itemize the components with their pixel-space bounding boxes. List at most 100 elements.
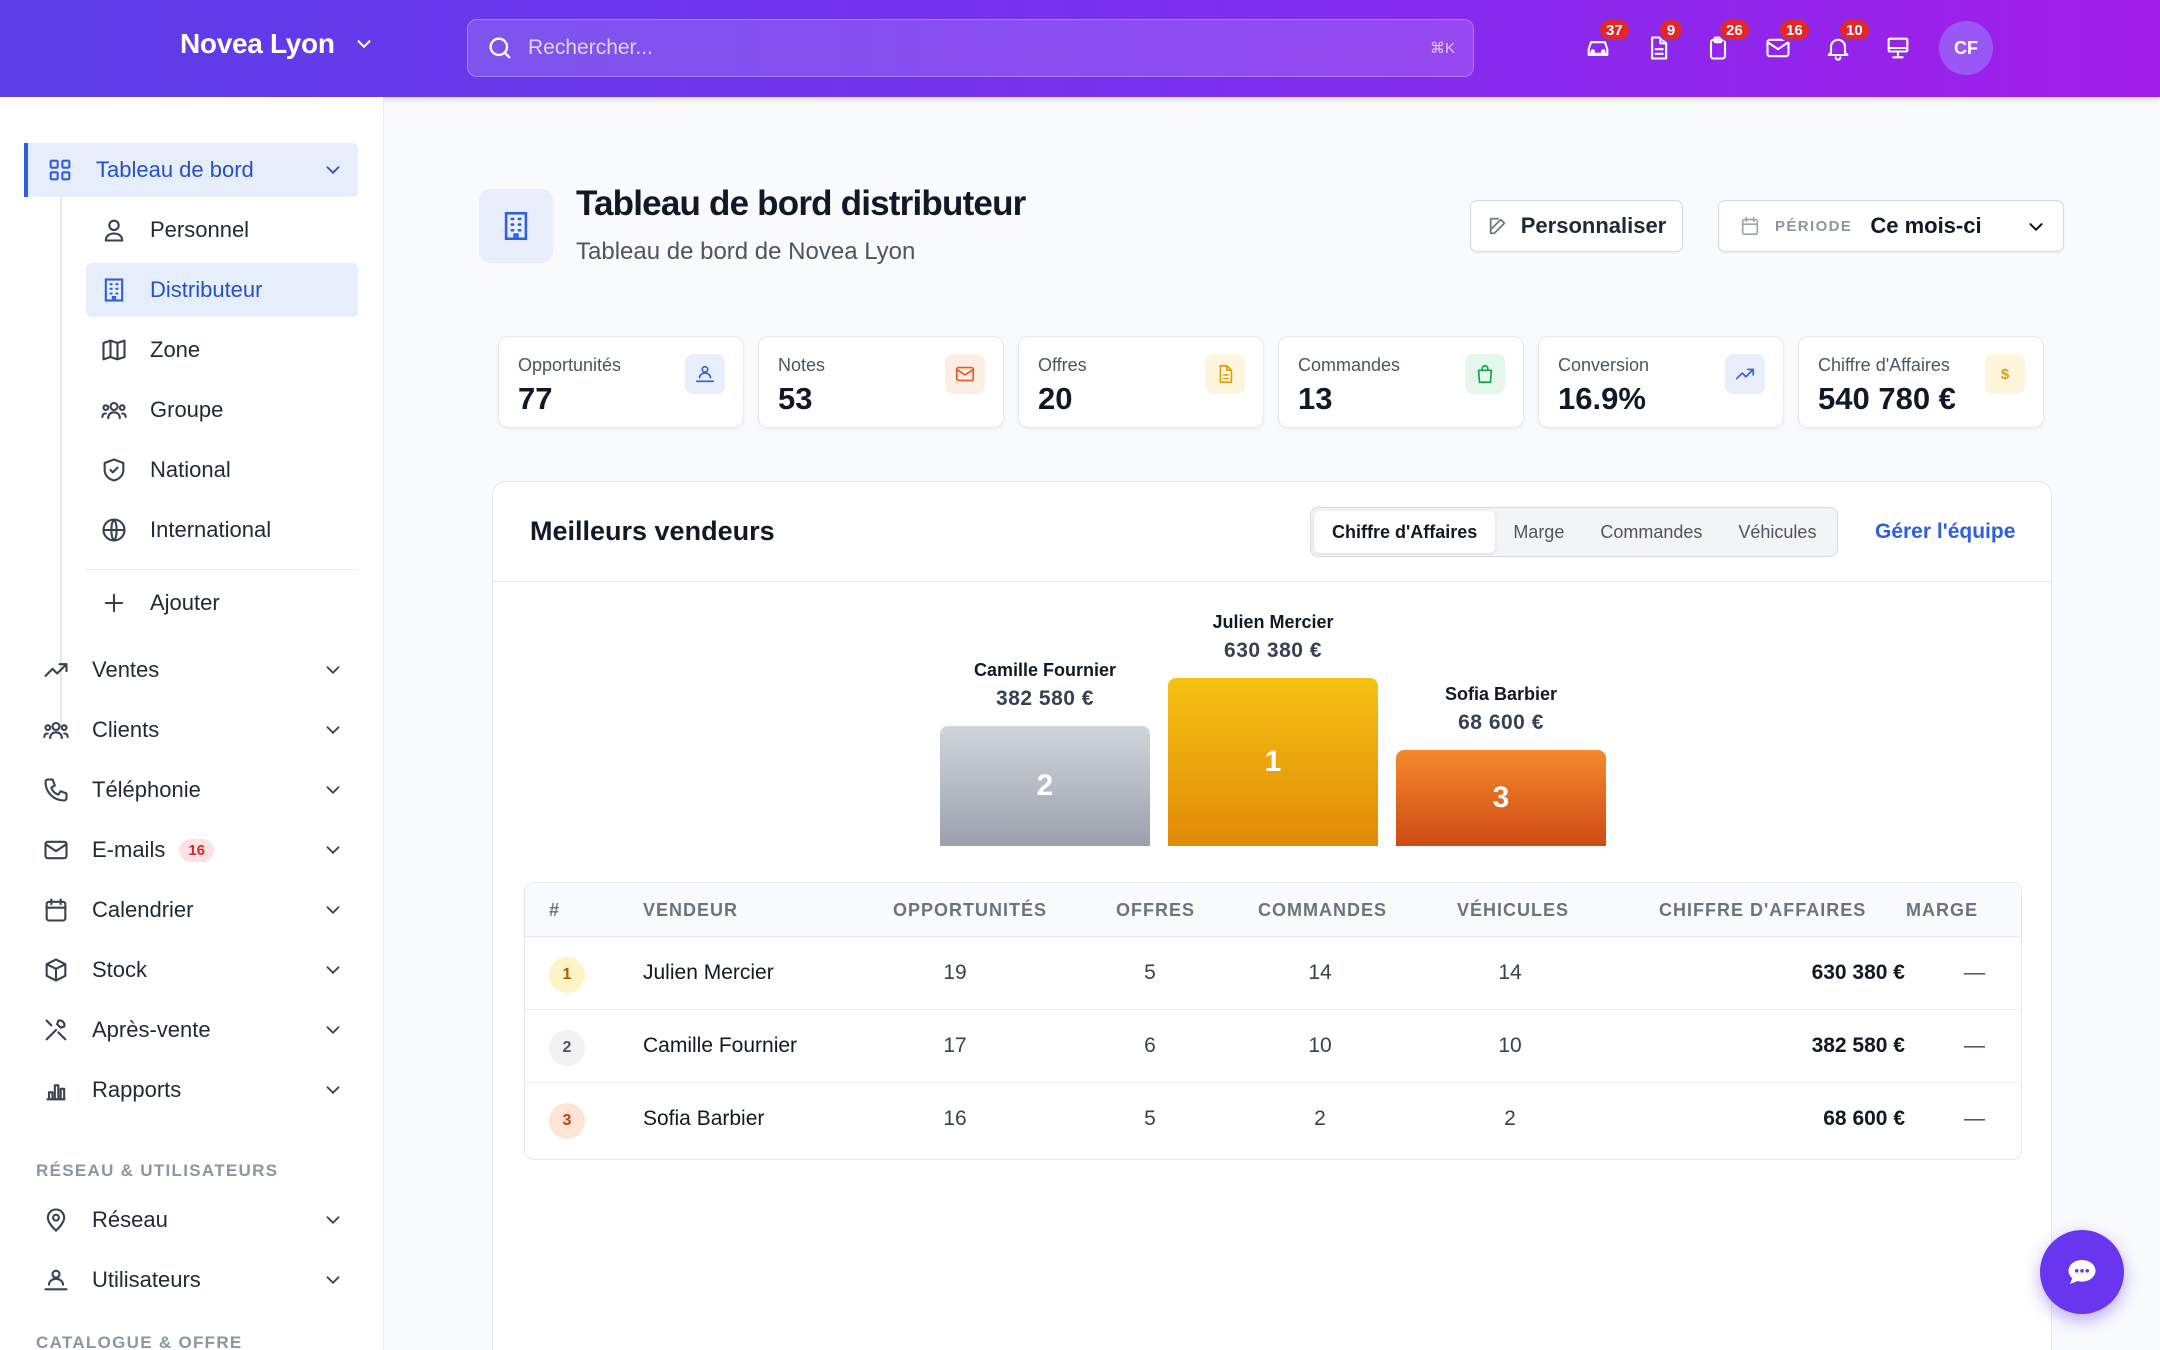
cell-revenue: 68 600 € <box>1823 1107 1905 1130</box>
sidebar-item-apres-vente[interactable]: Après-vente <box>24 1003 358 1057</box>
submenu-line <box>60 197 62 729</box>
table-row[interactable]: 2 Camille Fournier 17 6 10 10 382 580 € … <box>525 1010 2021 1083</box>
tab-revenue[interactable]: Chiffre d'Affaires <box>1314 511 1496 553</box>
sidebar-item-personnel[interactable]: Personnel <box>86 203 358 257</box>
leaderboard-title: Meilleurs vendeurs <box>530 516 775 546</box>
brand-switcher[interactable]: Novea Lyon <box>180 28 375 60</box>
col-seller: VENDEUR <box>643 900 739 920</box>
chat-button[interactable] <box>2040 1230 2124 1314</box>
sidebar-item-dashboard[interactable]: Tableau de bord <box>24 143 358 197</box>
sidebar-item-international[interactable]: International <box>86 503 358 557</box>
document-icon <box>1651 36 1668 60</box>
search-shortcut: ⌘K <box>1429 40 1455 57</box>
podium-name-2: Camille Fournier <box>973 660 1117 680</box>
rank-badge: 1 <box>549 957 585 993</box>
kpi-revenue[interactable]: Chiffre d'Affaires 540 780 € $ <box>1798 336 2044 428</box>
top-bar: Novea Lyon ⌘K 37 9 26 16 10 CF <box>0 0 2160 97</box>
leaderboard-card: Meilleurs vendeurs Chiffre d'Affaires Ma… <box>492 481 2053 1350</box>
sidebar-item-groupe[interactable]: Groupe <box>86 383 358 437</box>
notifications-button[interactable]: 10 <box>1808 18 1871 74</box>
chevron-down-icon <box>326 1086 340 1095</box>
search-box[interactable]: ⌘K <box>467 19 1474 77</box>
display-button[interactable] <box>1868 22 1928 74</box>
kpi-value: 16.9% <box>1558 381 1646 416</box>
sidebar-item-label: Stock <box>92 957 148 982</box>
kpi-icon-wrap <box>1725 354 1765 394</box>
cell-margin: — <box>1964 1034 1985 1057</box>
kpi-notes[interactable]: Notes 53 <box>758 336 1004 428</box>
sidebar-item-utilisateurs[interactable]: Utilisateurs <box>24 1253 358 1307</box>
cell-margin: — <box>1964 961 1985 984</box>
chevron-down-icon <box>326 1216 340 1225</box>
sidebar-item-reseau[interactable]: Réseau <box>24 1193 358 1247</box>
map-icon <box>102 339 126 361</box>
tab-margin[interactable]: Marge <box>1513 521 1565 542</box>
kpi-orders[interactable]: Commandes 13 <box>1278 336 1524 428</box>
tab-vehicles[interactable]: Véhicules <box>1738 521 1817 542</box>
sidebar-item-label: Réseau <box>92 1207 168 1232</box>
sidebar-item-add[interactable]: Ajouter <box>86 576 358 630</box>
cell-opportunities: 17 <box>943 1034 967 1057</box>
chevron-down-icon <box>326 966 340 975</box>
sidebar-item-label: E-mails <box>92 837 166 862</box>
kpi-conversion[interactable]: Conversion 16.9% <box>1538 336 1784 428</box>
manage-team-link[interactable]: Gérer l'équipe <box>1875 520 2016 543</box>
kpi-offers[interactable]: Offres 20 <box>1018 336 1264 428</box>
podium-bar-1[interactable]: 1 <box>1168 678 1378 846</box>
podium-name-1: Julien Mercier <box>1212 612 1334 632</box>
cell-orders: 10 <box>1308 1034 1332 1057</box>
sidebar-item-label: Ventes <box>92 657 160 682</box>
podium-rank: 2 <box>1036 769 1054 802</box>
sidebar-item-national[interactable]: National <box>86 443 358 497</box>
tasks-badge: 26 <box>1718 18 1751 42</box>
cell-orders: 2 <box>1314 1107 1326 1130</box>
podium-bar-3[interactable]: 3 <box>1396 750 1606 846</box>
sidebar-item-rapports[interactable]: Rapports <box>24 1063 358 1117</box>
kpi-opportunities[interactable]: Opportunités 77 <box>498 336 744 428</box>
phone-icon <box>44 778 68 802</box>
podium-bar-2[interactable]: 2 <box>940 726 1150 846</box>
kpi-label: Chiffre d'Affaires <box>1818 355 1950 375</box>
dollar-icon: $ <box>1985 354 2025 394</box>
sidebar-item-zone[interactable]: Zone <box>86 323 358 377</box>
sidebar-item-label: National <box>150 457 231 482</box>
submenu-divider <box>86 569 358 570</box>
kpi-label: Commandes <box>1298 355 1401 375</box>
mail-button[interactable]: 16 <box>1748 18 1811 74</box>
podium-value-1: 630 380 € <box>1224 639 1322 662</box>
sidebar-item-stock[interactable]: Stock <box>24 943 358 997</box>
kpi-value: 77 <box>518 381 553 416</box>
car-button[interactable]: 37 <box>1568 18 1631 74</box>
sidebar-item-ventes[interactable]: Ventes <box>24 643 358 697</box>
cell-offers: 5 <box>1144 961 1156 984</box>
tab-orders[interactable]: Commandes <box>1600 521 1703 542</box>
sidebar-item-distributeur[interactable]: Distributeur <box>86 263 358 317</box>
mail-icon <box>44 840 68 860</box>
search-icon <box>489 37 511 59</box>
mail-badge: 16 <box>1778 18 1811 42</box>
customize-button[interactable]: Personnaliser <box>1470 200 1683 252</box>
avatar[interactable]: CF <box>1939 21 1993 75</box>
sidebar-item-telephonie[interactable]: Téléphonie <box>24 763 358 817</box>
podium-rank: 1 <box>1264 745 1282 778</box>
chevron-down-icon <box>326 906 340 915</box>
table-row[interactable]: 1 Julien Mercier 19 5 14 14 630 380 € — <box>525 937 2021 1010</box>
clipboard-icon <box>1709 36 1727 60</box>
col-rank: # <box>549 900 561 920</box>
sidebar-item-label: Rapports <box>92 1077 182 1102</box>
table-row[interactable]: 3 Sofia Barbier 16 5 2 2 68 600 € — <box>525 1083 2021 1156</box>
mail-icon <box>955 366 975 382</box>
chevron-down-icon <box>326 726 340 735</box>
sidebar-item-calendrier[interactable]: Calendrier <box>24 883 358 937</box>
search-input[interactable] <box>528 36 1430 60</box>
cell-offers: 5 <box>1144 1107 1156 1130</box>
documents-button[interactable]: 9 <box>1628 18 1688 74</box>
sidebar-item-emails[interactable]: E-mails 16 <box>24 823 358 877</box>
calendar-icon <box>1741 216 1759 236</box>
sidebar-item-clients[interactable]: Clients <box>24 703 358 757</box>
period-select[interactable]: PÉRIODE Ce mois-ci <box>1718 200 2064 252</box>
cell-revenue: 630 380 € <box>1811 961 1905 984</box>
seller-name: Camille Fournier <box>643 1034 798 1057</box>
kpi-icon-wrap <box>1205 354 1245 394</box>
tasks-button[interactable]: 26 <box>1688 18 1751 74</box>
